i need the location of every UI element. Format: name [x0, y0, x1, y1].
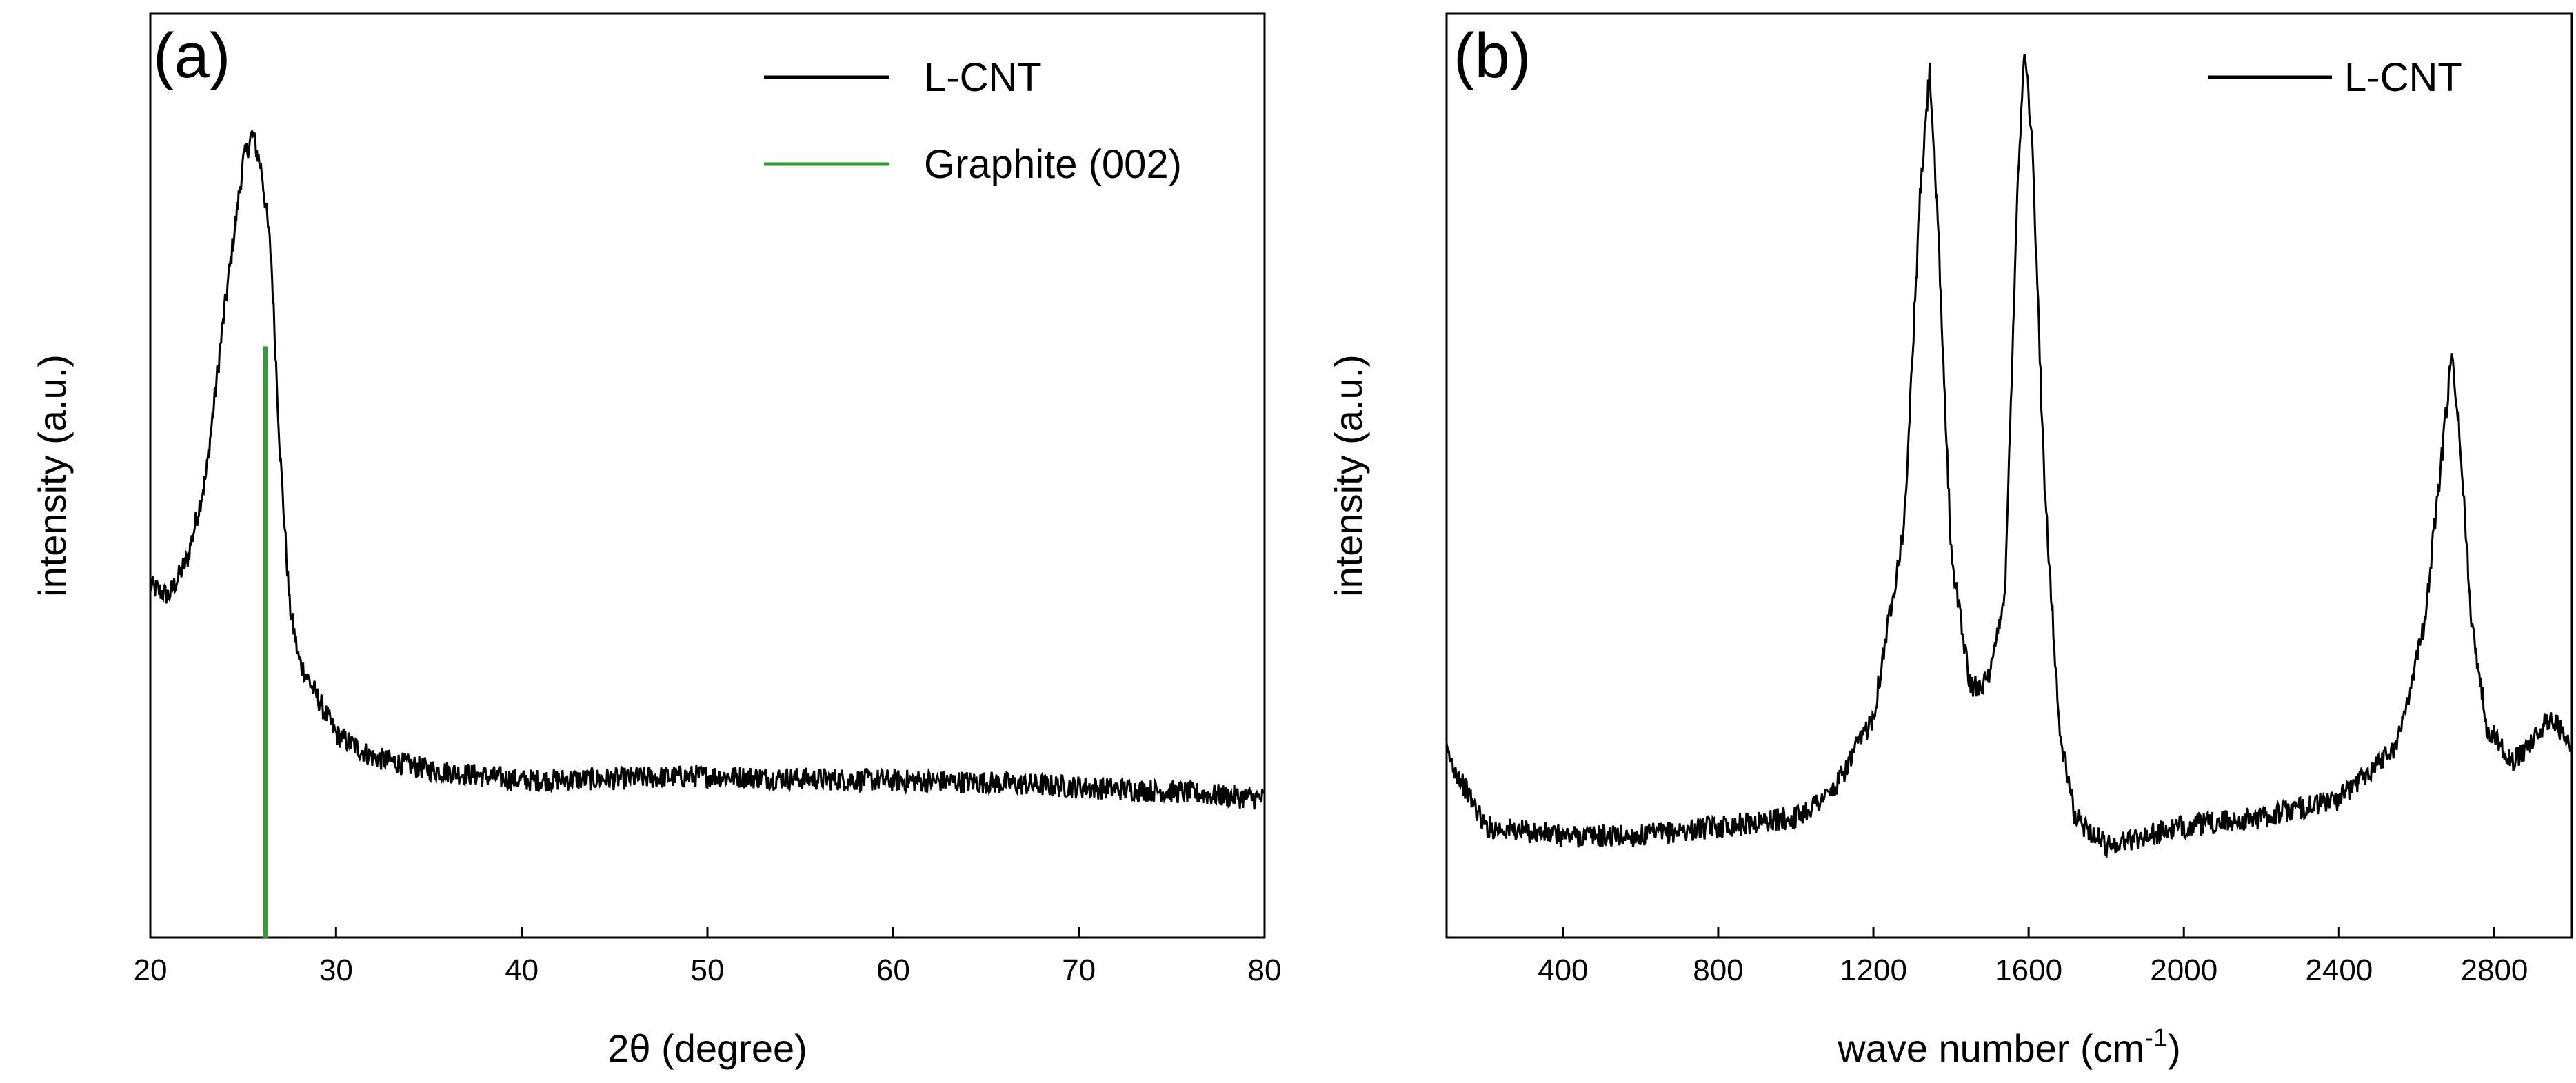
series-l-cnt-b: [1445, 54, 2573, 859]
x-tick-label-b-4: 2000: [2150, 953, 2217, 987]
panel-a: 20 30 40 50 60 70 80 (a) 2θ (degree) intensity…: [30, 12, 1282, 1070]
x-axis-title-b: wave number (cm-1): [1837, 1024, 2180, 1070]
x-axis-title-a: 2θ (degree): [607, 1026, 807, 1070]
x-tick-label-b-3: 1600: [1995, 953, 2062, 987]
x-axis-title-b-end: ): [2168, 1026, 2181, 1070]
panel-b: 400 800 1200 1600 2000 2400 2800 (b) wave numb…: [1327, 12, 2573, 1070]
x-tick-label-a-2: 40: [505, 953, 539, 987]
x-ticks-b: [1562, 927, 2495, 938]
x-tick-label-a-3: 50: [691, 953, 725, 987]
x-axis-title-b-sup: -1: [2144, 1024, 2168, 1053]
x-tick-label-b-2: 1200: [1840, 953, 1907, 987]
legend-label-graphite: Graphite (002): [924, 142, 1182, 187]
panel-label-b: (b): [1453, 21, 1531, 91]
x-tick-label-a-5: 70: [1062, 953, 1096, 987]
x-tick-label-a-4: 60: [876, 953, 910, 987]
x-tick-label-b-0: 400: [1538, 953, 1588, 987]
y-axis-title-a: intensity (a.u.): [30, 354, 74, 597]
x-tick-label-b-1: 800: [1693, 953, 1743, 987]
legend-label-l-cnt-a: L-CNT: [924, 55, 1042, 100]
legend-label-l-cnt-b: L-CNT: [2344, 55, 2462, 100]
x-tick-label-b-6: 2800: [2461, 953, 2528, 987]
x-tick-label-b-5: 2400: [2305, 953, 2373, 987]
y-axis-title-b: intensity (a.u.): [1327, 354, 1370, 597]
series-l-cnt-a: [149, 130, 1265, 810]
x-tick-label-a-6: 80: [1248, 953, 1282, 987]
x-ticks-a: [149, 927, 1266, 938]
plot-frame-b: [1445, 12, 2573, 939]
x-axis-title-b-main: wave number (cm: [1837, 1026, 2144, 1070]
legend-a: L-CNT Graphite (002): [764, 55, 1182, 187]
panel-label-a: (a): [153, 21, 230, 91]
x-tick-labels-b: 400 800 1200 1600 2000 2400 2800: [1538, 953, 2528, 987]
legend-b: L-CNT: [2208, 55, 2462, 100]
x-tick-label-a-1: 30: [319, 953, 353, 987]
x-tick-label-a-0: 20: [134, 953, 168, 987]
x-tick-labels-a: 20 30 40 50 60 70 80: [134, 953, 1282, 987]
